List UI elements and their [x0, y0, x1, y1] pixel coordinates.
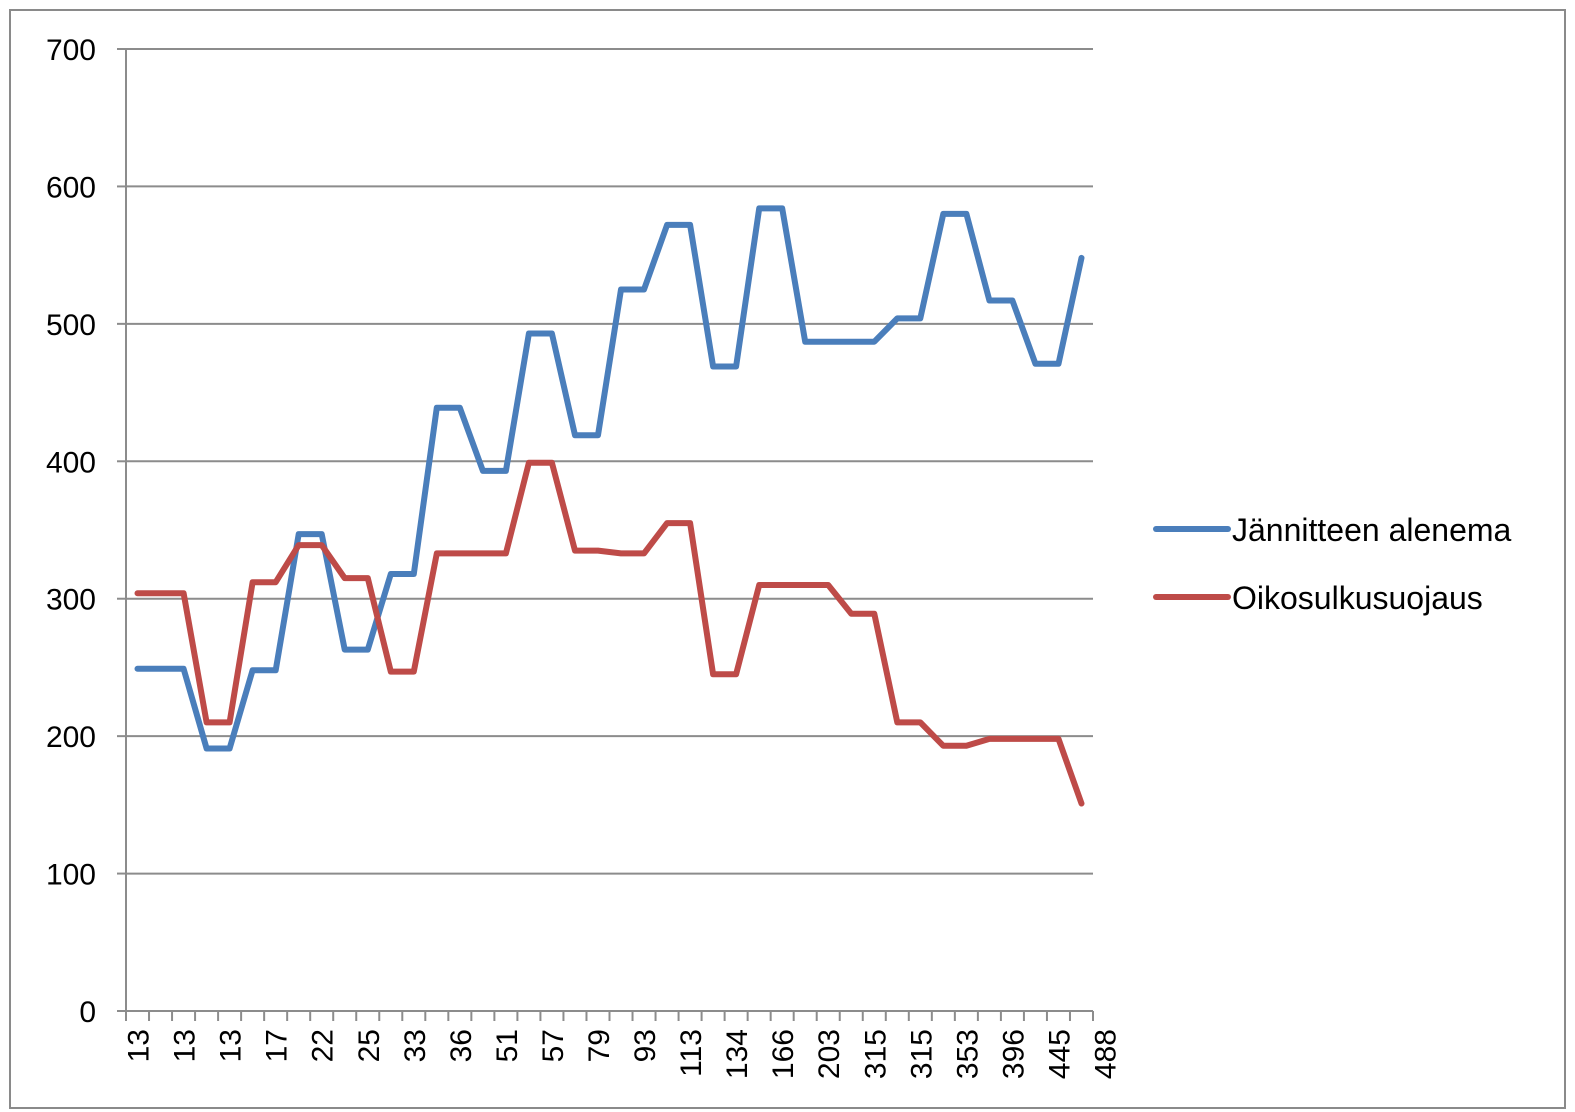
- x-tick-label: 25: [353, 1029, 386, 1062]
- chart-frame: 0 100 200 300 400 500 600 700 13 13 13 17 22 25 33 36 5…: [9, 9, 1566, 1109]
- legend-label-2: Oikosulkusuojaus: [1232, 580, 1483, 616]
- x-tick-label: 113: [675, 1029, 708, 1077]
- series-line-2: [134, 459, 1085, 807]
- x-tick-label: 445: [1043, 1029, 1076, 1079]
- x-tick-labels: 13 13 13 17 22 25 33 36 51 57 79 93 113 134 166 203 315 3…: [123, 1029, 1123, 1079]
- series-line-1: [134, 205, 1085, 752]
- axes: [117, 48, 1094, 1021]
- x-tick-label: 79: [583, 1029, 616, 1062]
- x-tick-label: 166: [767, 1029, 800, 1079]
- y-tick-label: 200: [46, 721, 96, 754]
- legend: Jännitteen alenema Oikosulkusuojaus: [1153, 512, 1512, 616]
- x-tick-label: 17: [261, 1029, 294, 1062]
- x-tick-label: 93: [629, 1029, 662, 1062]
- y-tick-label: 300: [46, 584, 96, 617]
- x-tick-label: 36: [445, 1029, 478, 1062]
- x-tick-label: 396: [997, 1029, 1030, 1079]
- y-tick-labels: 0 100 200 300 400 500 600 700: [46, 34, 96, 1029]
- y-tick-label: 600: [46, 171, 96, 204]
- line-chart: 0 100 200 300 400 500 600 700 13 13 13 17 22 25 33 36 5…: [46, 34, 1512, 1079]
- x-tick-label: 488: [1090, 1029, 1123, 1079]
- x-tick-label: 315: [905, 1029, 938, 1079]
- x-tick-label: 13: [123, 1029, 156, 1062]
- x-tick-label: 203: [813, 1029, 846, 1079]
- x-tick-label: 22: [307, 1029, 340, 1062]
- y-tick-label: 100: [46, 859, 96, 892]
- x-tick-label: 13: [215, 1029, 248, 1062]
- x-tick-label: 57: [537, 1029, 570, 1062]
- y-tick-label: 400: [46, 446, 96, 479]
- x-tick-label: 353: [951, 1029, 984, 1079]
- x-tick-label: 315: [859, 1029, 892, 1079]
- y-tick-label: 500: [46, 309, 96, 342]
- y-tick-label: 0: [79, 996, 96, 1029]
- x-tick-label: 13: [169, 1029, 202, 1062]
- x-tick-label: 51: [491, 1029, 524, 1062]
- gridlines: [126, 48, 1093, 875]
- y-tick-label: 700: [46, 34, 96, 67]
- x-tick-label: 134: [721, 1029, 754, 1079]
- legend-label-1: Jännitteen alenema: [1232, 512, 1512, 548]
- x-tick-label: 33: [399, 1029, 432, 1062]
- series-lines: [134, 205, 1085, 807]
